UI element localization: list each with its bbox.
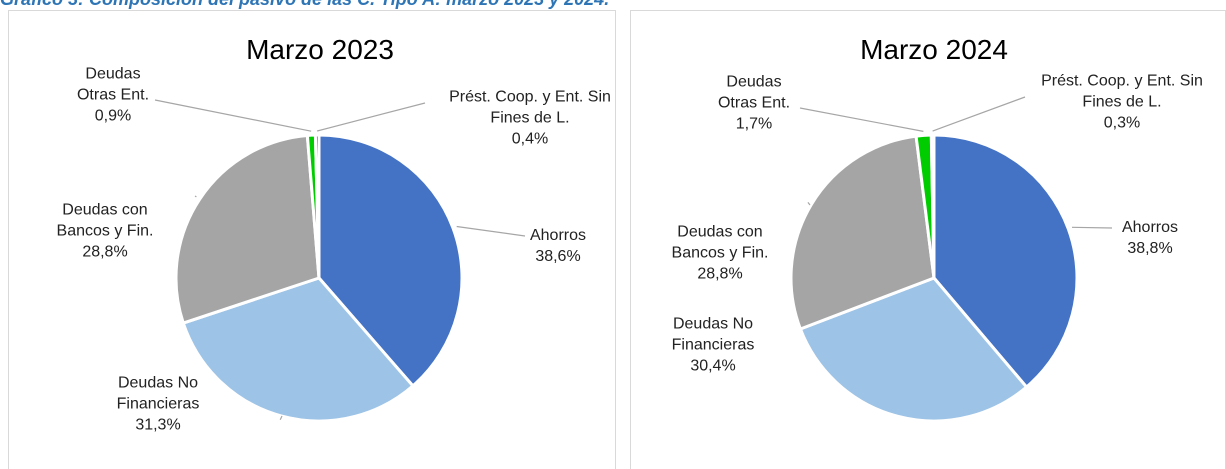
value-label: 38,8%	[1127, 240, 1173, 257]
category-label: Prést. Coop. y Ent. Sin Fines de L.	[1041, 72, 1203, 111]
pie-slice	[174, 133, 321, 325]
chart-title: Marzo 2023	[246, 34, 394, 65]
data-label: Deudas con Bancos y Fin. 28,8%	[663, 222, 778, 285]
data-label: Deudas Otras Ent. 1,7%	[707, 72, 802, 135]
pie-slice	[932, 133, 1079, 390]
category-label: Ahorros	[529, 227, 587, 244]
leader-line	[194, 195, 197, 198]
category-label: Ahorros	[1121, 219, 1179, 236]
category-label: Deudas con Bancos y Fin.	[671, 223, 769, 262]
category-label: Deudas Otras Ent.	[717, 73, 791, 112]
data-label: Ahorros 38,8%	[1115, 217, 1185, 259]
chart-title: Marzo 2024	[860, 34, 1008, 65]
data-label: Deudas Otras Ent. 0,9%	[66, 64, 161, 127]
value-label: 1,7%	[735, 115, 773, 133]
pie-slice	[789, 134, 936, 331]
data-label: Prést. Coop. y Ent. Sin Fines de L. 0,3%	[1037, 71, 1207, 134]
category-label: Deudas con Bancos y Fin.	[56, 201, 154, 240]
category-label: Deudas No Financieras	[671, 315, 755, 354]
value-label: 0,3%	[1103, 114, 1141, 132]
value-label: 28,8%	[82, 243, 128, 261]
leader-line	[279, 415, 283, 421]
chart-panel	[8, 10, 616, 469]
data-label: Deudas No Financieras 31,3%	[103, 373, 213, 436]
data-label: Deudas con Bancos y Fin. 28,8%	[48, 200, 163, 263]
category-label: Deudas No Financieras	[116, 374, 200, 413]
category-label: Deudas Otras Ent.	[76, 65, 150, 104]
data-label: Deudas No Financieras 30,4%	[658, 314, 768, 377]
pie-slice	[313, 133, 321, 279]
leader-line	[317, 102, 426, 132]
data-label: Ahorros 38,6%	[523, 225, 593, 267]
value-label: 31,3%	[135, 416, 181, 434]
page-title: Gráfico 3: Composición del pasivo de las…	[0, 0, 609, 10]
value-label: 38,6%	[535, 248, 581, 265]
leader-line	[932, 96, 1026, 132]
value-label: 0,4%	[511, 130, 549, 148]
leader-line	[807, 202, 811, 206]
pie-slice	[181, 276, 416, 423]
leader-line	[799, 107, 924, 132]
leader-line	[456, 225, 526, 237]
value-label: 28,8%	[697, 265, 743, 283]
leader-line	[1071, 226, 1113, 229]
leader-line	[154, 99, 312, 132]
value-label: 30,4%	[690, 357, 736, 375]
pie-slice	[929, 133, 936, 279]
pie-slice	[798, 276, 1029, 423]
value-label: 0,9%	[94, 107, 132, 125]
data-label: Prést. Coop. y Ent. Sin Fines de L. 0,4%	[445, 87, 615, 150]
category-label: Prést. Coop. y Ent. Sin Fines de L.	[449, 88, 611, 127]
pie-slice	[317, 133, 464, 388]
